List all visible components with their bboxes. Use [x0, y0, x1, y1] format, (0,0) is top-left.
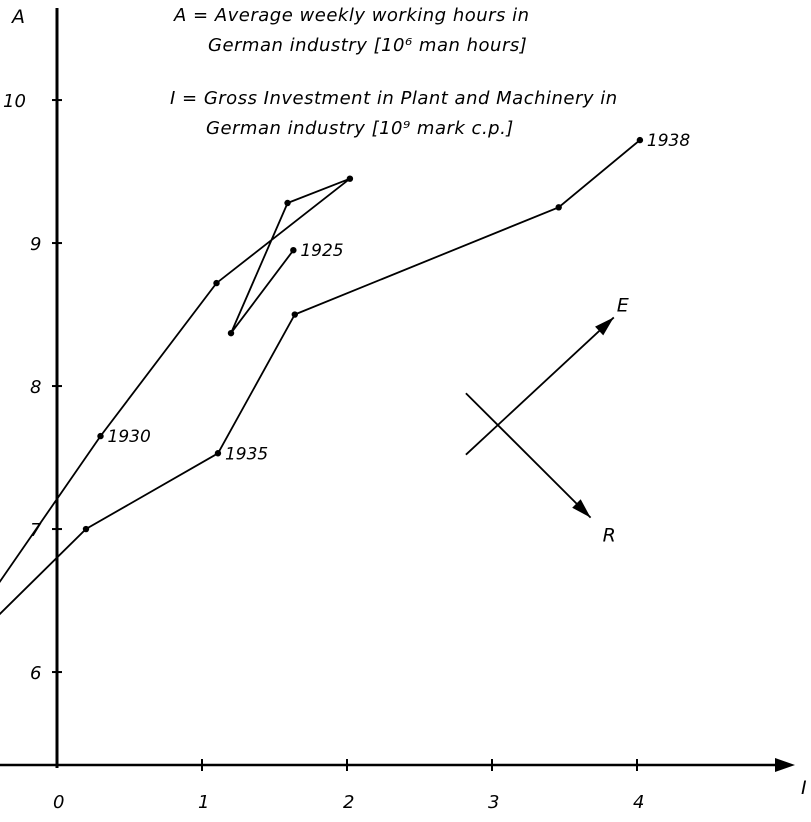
data-point: [214, 450, 222, 457]
year-label: 1930: [108, 427, 151, 447]
y-tick-label: 10: [3, 91, 26, 112]
data-point: [291, 311, 298, 318]
data-point: [555, 204, 562, 211]
x-tick-label: 2: [343, 792, 354, 813]
y-tick-label: 9: [30, 234, 41, 255]
x-tick-label: 0: [53, 792, 64, 813]
x-tick-label: 3: [488, 792, 499, 813]
arrows: ER: [465, 294, 629, 547]
x-tick-label: 4: [633, 792, 644, 813]
arrow-e-line: [465, 316, 615, 456]
arrow-label: E: [617, 294, 629, 316]
y-axis-label: A: [10, 6, 25, 28]
year-label: 1935: [225, 444, 268, 464]
x-axis-arrowhead: [775, 758, 795, 772]
data-points: [82, 136, 644, 533]
y-tick-label: 8: [30, 377, 41, 398]
legend-line-1: A = Average weekly working hours in: [173, 5, 530, 26]
legend-line-2: German industry [10⁶ man hours]: [208, 35, 527, 56]
legend: A = Average weekly working hours in Germ…: [170, 5, 618, 139]
point-labels: 1930 1925 1935 1938: [108, 131, 691, 464]
data-point: [213, 279, 220, 287]
arrow-e-head: [595, 317, 614, 336]
axes: [0, 8, 795, 772]
arrow-r-head: [572, 499, 591, 518]
data-point: [290, 247, 297, 254]
data-point: [346, 175, 354, 182]
data-point: [227, 329, 235, 337]
x-ticks: 0 1 2 3 4: [53, 759, 644, 813]
data-point: [284, 199, 291, 207]
legend-line-4: German industry [10⁹ mark c.p.]: [206, 118, 514, 139]
y-tick-label: 6: [30, 663, 41, 684]
arrow-r-line: [465, 392, 592, 519]
x-tick-label: 1: [198, 792, 209, 813]
arrow-label: R: [603, 525, 616, 547]
x-axis-label: I: [801, 777, 807, 799]
year-label: 1925: [300, 241, 343, 261]
legend-line-3: I = Gross Investment in Plant and Machin…: [170, 88, 618, 109]
data-point: [97, 432, 104, 440]
data-point: [82, 525, 90, 533]
data-point: [636, 136, 644, 144]
year-label: 1938: [647, 131, 690, 151]
series-line-2: [0, 139, 641, 616]
